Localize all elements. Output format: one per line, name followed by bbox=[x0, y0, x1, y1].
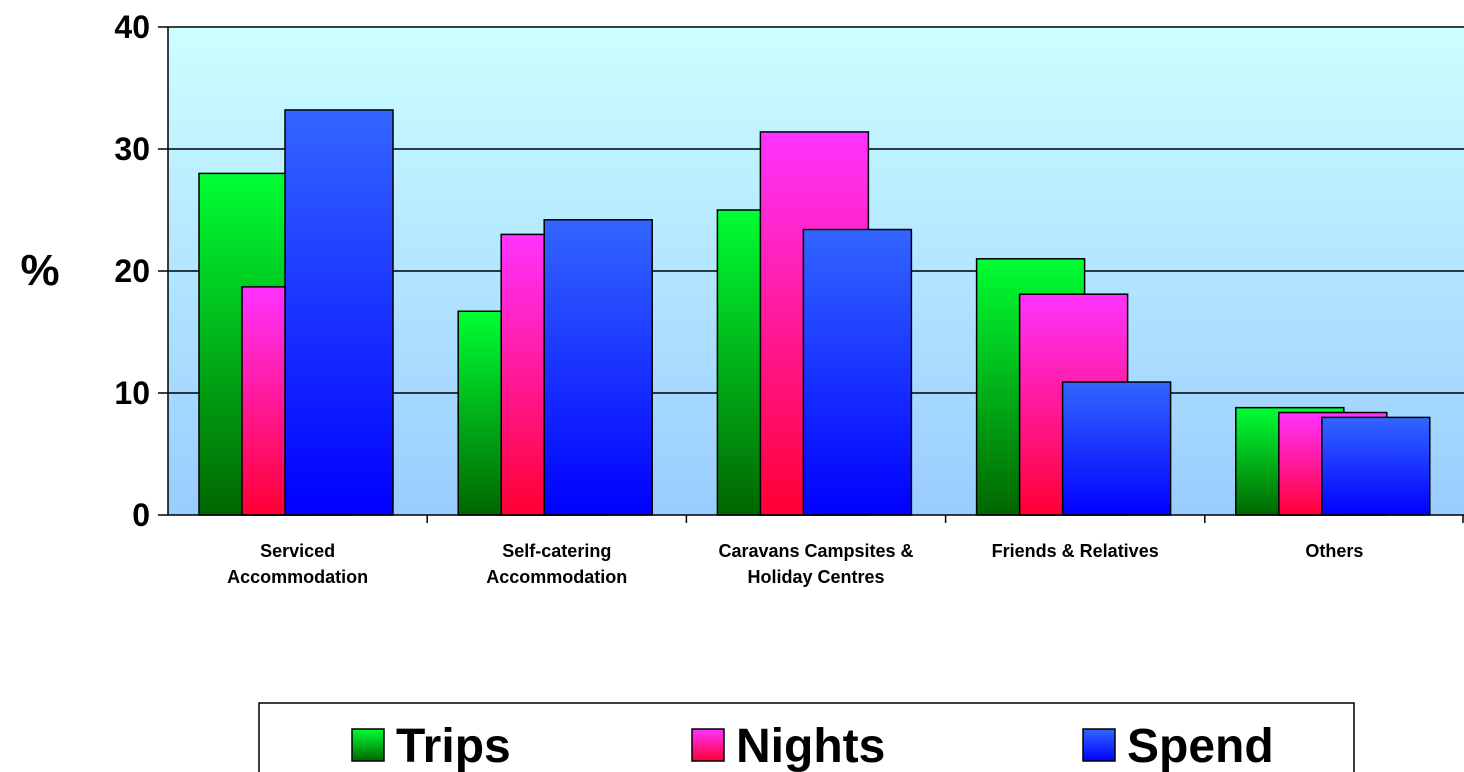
legend-swatch-nights bbox=[691, 728, 725, 762]
x-category-label: Others bbox=[1305, 541, 1363, 561]
axes bbox=[167, 27, 1464, 523]
y-tick-label: 20 bbox=[114, 253, 150, 289]
legend-label-trips: Trips bbox=[396, 720, 511, 772]
legend-label-nights: Nights bbox=[736, 720, 885, 772]
y-tick-label: 10 bbox=[114, 375, 150, 411]
y-tick-label: 40 bbox=[114, 9, 150, 45]
bar-spend bbox=[802, 228, 913, 516]
legend-swatch-trips bbox=[351, 728, 385, 762]
y-axis-label: % bbox=[20, 246, 59, 295]
x-category-labels: Serviced Accommodation Self-catering Accomm… bbox=[227, 541, 1363, 587]
x-category-label: Serviced Accommodation bbox=[227, 541, 368, 587]
bar-spend bbox=[1321, 416, 1431, 516]
y-tick-label: 30 bbox=[114, 131, 150, 167]
y-tick-label: 0 bbox=[132, 497, 150, 533]
legend: Trips Nights Spend bbox=[258, 702, 1355, 772]
y-tick-labels: 0 10 20 30 40 bbox=[114, 9, 150, 533]
bars bbox=[198, 109, 1431, 516]
legend-label-spend: Spend bbox=[1127, 720, 1274, 772]
bar-spend bbox=[284, 109, 394, 516]
x-category-label: Self-catering Accommodation bbox=[486, 541, 627, 587]
bar-spend bbox=[1061, 381, 1172, 516]
bar-spend bbox=[543, 219, 653, 516]
x-category-label: Caravans Campsites & Holiday Centres bbox=[718, 541, 913, 587]
x-category-label: Friends & Relatives bbox=[992, 541, 1159, 561]
legend-box bbox=[258, 702, 1355, 772]
legend-swatch-spend bbox=[1082, 728, 1116, 762]
